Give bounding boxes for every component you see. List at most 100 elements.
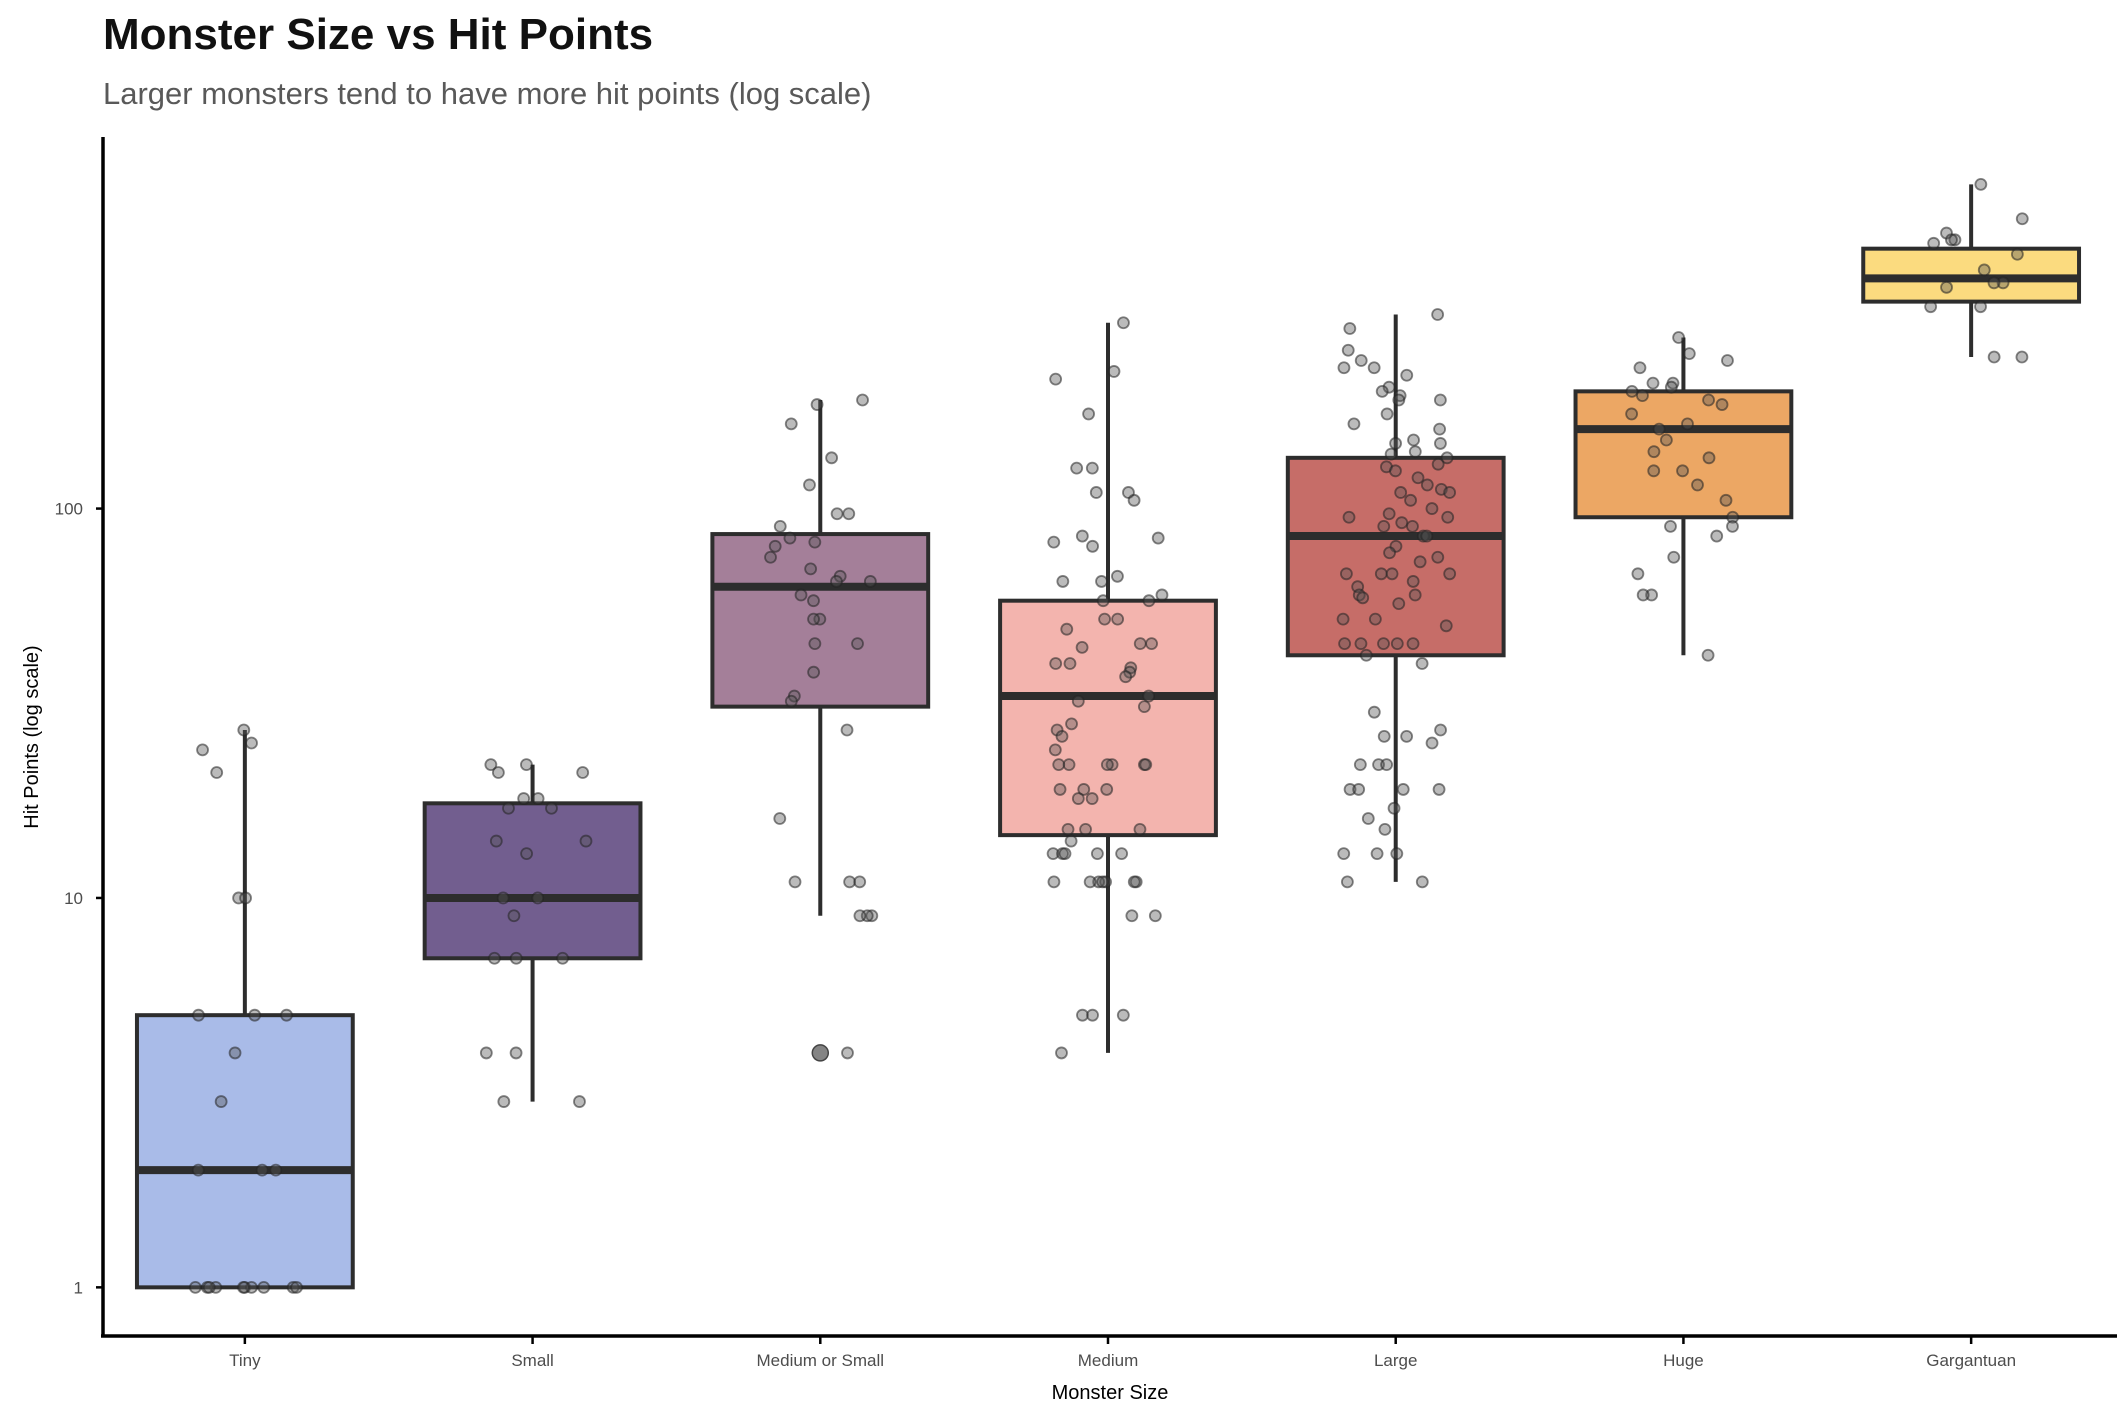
point-huge	[1719, 493, 1733, 507]
point-large	[1385, 567, 1399, 581]
point-large	[1337, 361, 1351, 375]
point-gargantuan	[1948, 233, 1962, 247]
point-small	[502, 801, 515, 815]
point-small	[520, 758, 533, 772]
point-medium	[1145, 637, 1158, 651]
point-large	[1420, 529, 1434, 543]
point-medium-or-small	[784, 417, 798, 431]
point-medium	[1096, 594, 1110, 608]
point-medium	[1115, 847, 1129, 860]
point-large	[1377, 637, 1390, 651]
point-gargantuan	[1945, 233, 1958, 247]
point-small	[573, 1095, 586, 1108]
point-large	[1408, 588, 1422, 602]
point-small	[496, 891, 510, 905]
x-tick-label-medium-or-small: Medium or Small	[757, 1351, 885, 1370]
point-large	[1382, 380, 1396, 394]
point-small	[531, 792, 545, 805]
point-medium	[1085, 792, 1099, 805]
point-tiny	[290, 1280, 303, 1294]
point-large	[1420, 478, 1434, 492]
point-large	[1368, 612, 1382, 626]
point-medium	[1119, 670, 1133, 684]
point-small	[509, 1046, 523, 1060]
point-gargantuan	[1940, 280, 1953, 294]
point-huge	[1702, 451, 1716, 465]
point-large	[1392, 597, 1406, 611]
point-huge	[1701, 648, 1715, 662]
point-huge	[1726, 519, 1739, 533]
point-large	[1377, 729, 1391, 743]
point-large	[1395, 516, 1409, 530]
point-large	[1354, 637, 1368, 651]
point-medium	[1096, 875, 1110, 889]
point-large	[1361, 812, 1375, 825]
y-tick-label: 100	[55, 500, 83, 519]
point-medium	[1111, 569, 1124, 583]
point-medium-or-small	[804, 562, 818, 576]
point-medium-or-small	[773, 812, 787, 825]
point-large	[1406, 575, 1420, 588]
point-large	[1336, 612, 1350, 626]
x-axis-label: Monster Size	[1052, 1382, 1169, 1404]
x-tick-label-medium: Medium	[1078, 1351, 1138, 1370]
point-huge	[1633, 361, 1647, 375]
point-large	[1380, 758, 1393, 772]
point-tiny	[228, 1046, 242, 1060]
point-large	[1377, 519, 1391, 533]
point-tiny	[191, 1163, 205, 1177]
point-large	[1425, 736, 1439, 750]
point-medium	[1071, 694, 1085, 708]
point-small	[497, 1095, 511, 1108]
point-large	[1431, 457, 1445, 471]
point-medium-or-small	[768, 539, 782, 553]
point-medium-or-small	[853, 875, 867, 889]
point-tiny	[239, 891, 252, 905]
point-small	[576, 766, 590, 779]
point-medium-or-small	[856, 393, 869, 407]
point-medium-or-small	[807, 594, 820, 608]
point-gargantuan	[1977, 263, 1991, 277]
point-large	[1343, 322, 1357, 335]
point-medium	[1083, 875, 1097, 889]
point-medium	[1086, 1008, 1099, 1022]
point-huge	[1681, 417, 1694, 431]
point-large	[1434, 437, 1447, 450]
point-medium	[1049, 372, 1063, 386]
point-large	[1396, 783, 1410, 796]
x-tick-label-large: Large	[1374, 1351, 1417, 1370]
point-medium-or-small	[773, 519, 787, 533]
point-gargantuan	[1974, 300, 1987, 314]
point-large	[1434, 723, 1447, 737]
outlier-medium-or-small	[811, 1044, 830, 1062]
point-tiny	[196, 743, 209, 757]
point-medium-or-small	[853, 909, 867, 923]
point-small	[556, 951, 569, 965]
point-gargantuan	[1987, 350, 2001, 364]
point-medium	[1139, 758, 1153, 772]
point-medium	[1137, 700, 1151, 714]
point-large	[1389, 464, 1402, 478]
point-gargantuan	[1974, 178, 1988, 191]
point-small	[509, 951, 523, 965]
point-large	[1400, 729, 1414, 743]
point-huge	[1702, 393, 1715, 407]
axis-layer: 1 10 100 Tiny Small Medium or Small Medium Larg…	[55, 500, 2016, 1370]
point-huge	[1647, 464, 1661, 478]
point-medium	[1058, 847, 1072, 860]
point-medium	[1079, 822, 1092, 836]
point-medium	[1082, 407, 1096, 421]
point-tiny	[188, 1280, 202, 1294]
point-medium	[1111, 612, 1125, 626]
point-large	[1338, 637, 1351, 651]
point-medium	[1077, 783, 1091, 796]
point-large	[1384, 447, 1398, 461]
point-gargantuan	[1924, 300, 1938, 314]
point-medium-or-small	[840, 723, 854, 737]
point-tiny	[237, 1280, 250, 1294]
point-large	[1337, 847, 1351, 860]
point-tiny	[255, 1163, 269, 1177]
x-tick-label-huge: Huge	[1663, 1351, 1704, 1370]
point-tiny	[286, 1280, 300, 1294]
point-tiny	[245, 736, 258, 750]
